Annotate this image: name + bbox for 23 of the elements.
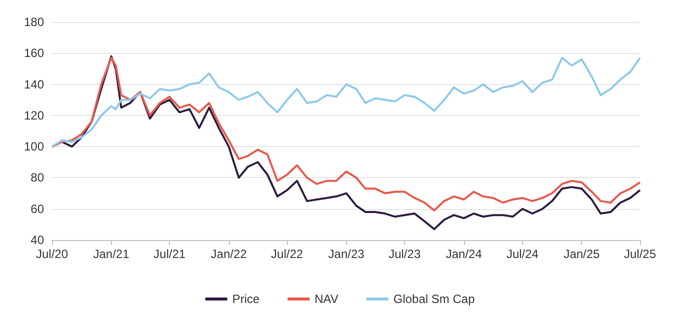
y-tick-label: 160 — [24, 46, 44, 60]
x-tick-label: Jul/25 — [624, 247, 656, 261]
y-tick-label: 80 — [30, 170, 44, 185]
legend-label: Price — [232, 292, 260, 306]
y-tick-label: 40 — [30, 233, 44, 247]
x-tick-label: Jul/24 — [506, 247, 539, 261]
legend-label: Global Sm Cap — [393, 292, 476, 306]
legend-label: NAV — [314, 292, 338, 306]
x-tick-label: Jan/23 — [328, 247, 365, 261]
x-tick-label: Jul/22 — [271, 247, 304, 261]
x-tick-label: Jul/21 — [154, 247, 186, 261]
x-tick-label: Jan/21 — [93, 247, 130, 261]
y-tick-label: 140 — [24, 77, 44, 92]
y-tick-label: 100 — [24, 140, 44, 154]
y-tick-label: 180 — [24, 15, 44, 29]
line-series — [51, 56, 641, 148]
x-tick-label: Jan/22 — [210, 247, 248, 261]
y-tick-label: 120 — [24, 108, 44, 122]
x-tick-label: Jul/20 — [36, 247, 68, 261]
x-tick-label: Jan/24 — [446, 247, 482, 261]
y-tick-label: 60 — [30, 202, 44, 216]
x-tick-label: Jul/23 — [388, 247, 421, 261]
x-tick-label: Jan/25 — [564, 247, 600, 261]
